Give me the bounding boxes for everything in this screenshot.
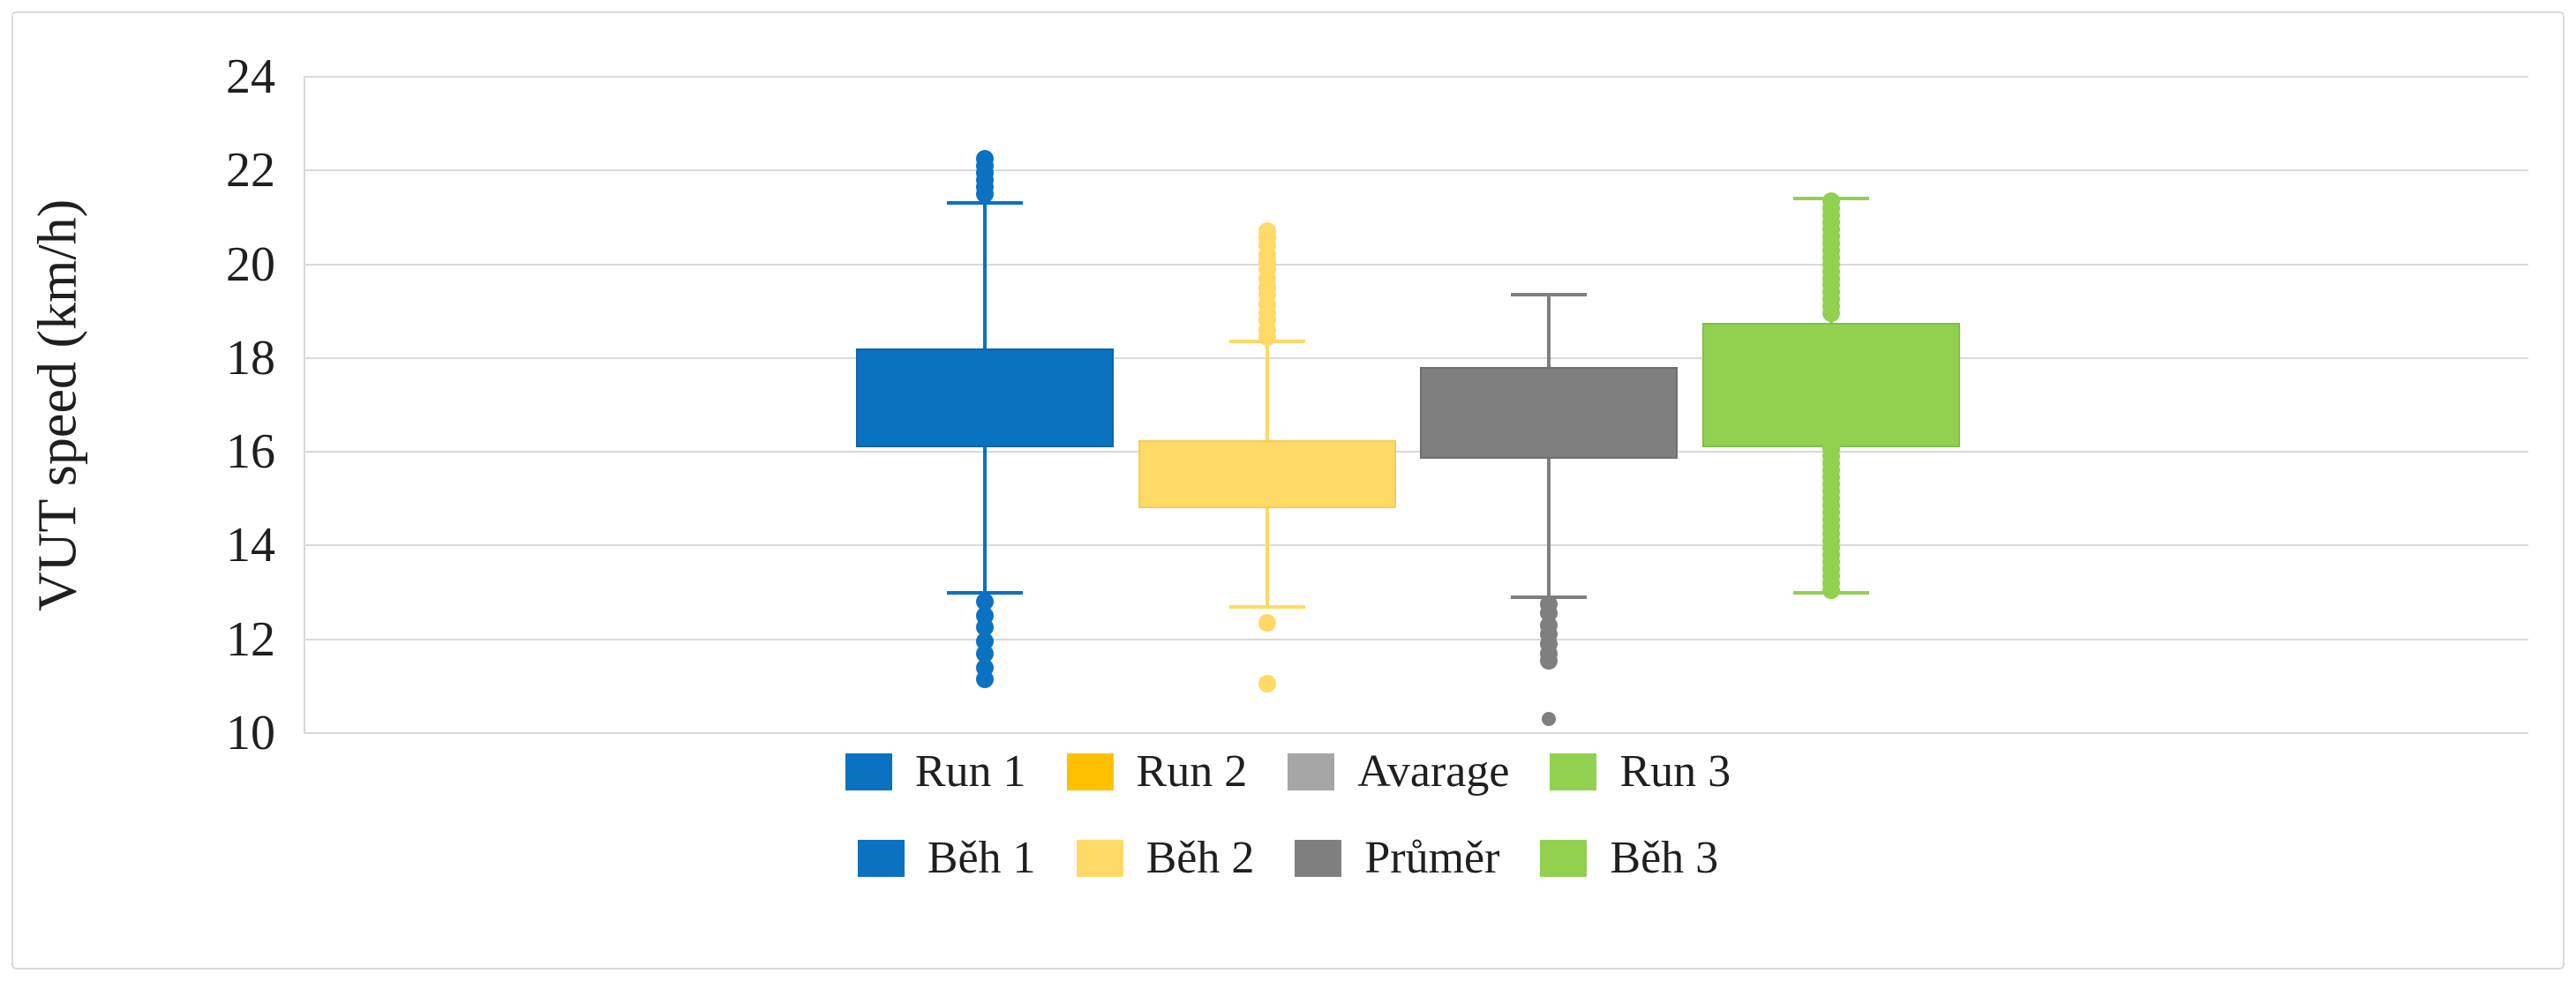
outlier-dot-run-1 — [976, 670, 995, 688]
gridline — [304, 356, 2528, 359]
gridline — [304, 451, 2528, 453]
legend-swatch-run-1 — [845, 753, 892, 790]
lower-whisker-cap-run-2 — [1229, 604, 1306, 609]
legend-label-avarage: Avarage — [1357, 746, 1510, 797]
plot-area — [304, 76, 2528, 734]
gridline — [304, 169, 2528, 172]
legend-label-běh-1: Běh 1 — [927, 833, 1036, 883]
y-axis-tick-labels: 10 12 14 16 18 20 22 24 — [0, 49, 275, 760]
outlier-dot-run-1 — [976, 593, 995, 611]
gridline — [304, 732, 2528, 734]
legend-label-run-3: Run 3 — [1619, 746, 1731, 797]
upper-whisker-cap-avarage — [1510, 293, 1588, 297]
y-tick-label: 20 — [226, 236, 275, 292]
legend-swatch-běh-1 — [857, 840, 905, 877]
y-axis-line — [304, 77, 305, 733]
legend-item-run-3: Run 3 — [1550, 746, 1731, 798]
box-run-1 — [856, 348, 1115, 447]
gridline — [304, 544, 2528, 547]
legend-swatch-run-2 — [1066, 753, 1114, 790]
legend-row-1: Run 1 Run 2 Avarage Run 3 — [845, 746, 1731, 798]
legend-item-běh-3: Běh 3 — [1540, 833, 1718, 884]
legend-swatch-run-3 — [1550, 753, 1597, 790]
outlier-dot-run-2 — [1258, 614, 1277, 633]
legend-item-běh-1: Běh 1 — [857, 833, 1036, 884]
legend-swatch-průměr — [1295, 840, 1342, 877]
y-tick-label: 22 — [226, 143, 275, 198]
gridline — [304, 638, 2528, 640]
legend-item-průměr: Průměr — [1295, 833, 1499, 884]
lower-whisker-cap-run-1 — [947, 590, 1024, 595]
legend-item-avarage: Avarage — [1288, 746, 1509, 798]
y-tick-label: 10 — [226, 706, 275, 760]
y-tick-label: 12 — [226, 611, 275, 667]
outlier-dot-run-2 — [1258, 675, 1277, 693]
legend-label-run-2: Run 2 — [1136, 746, 1248, 797]
outlier-dot-avarage — [1540, 651, 1558, 670]
outlier-dot-run-1 — [976, 618, 995, 637]
upper-whisker-cap-run-1 — [947, 201, 1024, 206]
outlier-dot-run-3 — [1821, 304, 1840, 323]
box-avarage — [1420, 367, 1678, 460]
outlier-dot-avarage — [1542, 712, 1556, 727]
gridline — [304, 263, 2528, 266]
outlier-dot-run-2 — [1258, 327, 1277, 346]
legend-label-průměr: Průměr — [1364, 833, 1500, 883]
box-run-2 — [1138, 439, 1397, 508]
box-run-3 — [1701, 323, 1960, 447]
legend-item-běh-2: Běh 2 — [1076, 833, 1255, 884]
gridline — [304, 76, 2528, 78]
outlier-dot-run-1 — [976, 644, 995, 663]
legend-swatch-běh-3 — [1540, 840, 1588, 877]
legend: Run 1 Run 2 Avarage Run 3 Běh 1 Běh 2 Průměr Bě… — [0, 746, 2576, 884]
legend-label-běh-2: Běh 2 — [1145, 833, 1255, 883]
y-tick-label: 24 — [226, 49, 275, 104]
outlier-dot-run-1 — [976, 184, 995, 203]
y-tick-label: 16 — [226, 424, 275, 480]
legend-row-2: Běh 1 Běh 2 Průměr Běh 3 — [857, 833, 1718, 884]
legend-item-run-2: Run 2 — [1066, 746, 1248, 798]
outlier-dot-run-3 — [1821, 580, 1840, 599]
legend-label-run-1: Run 1 — [914, 746, 1026, 797]
legend-label-běh-3: Běh 3 — [1610, 833, 1719, 883]
y-tick-label: 14 — [226, 518, 275, 573]
legend-swatch-běh-2 — [1076, 840, 1123, 877]
legend-swatch-avarage — [1288, 753, 1335, 790]
y-tick-label: 18 — [226, 330, 275, 386]
legend-item-run-1: Run 1 — [845, 746, 1026, 798]
